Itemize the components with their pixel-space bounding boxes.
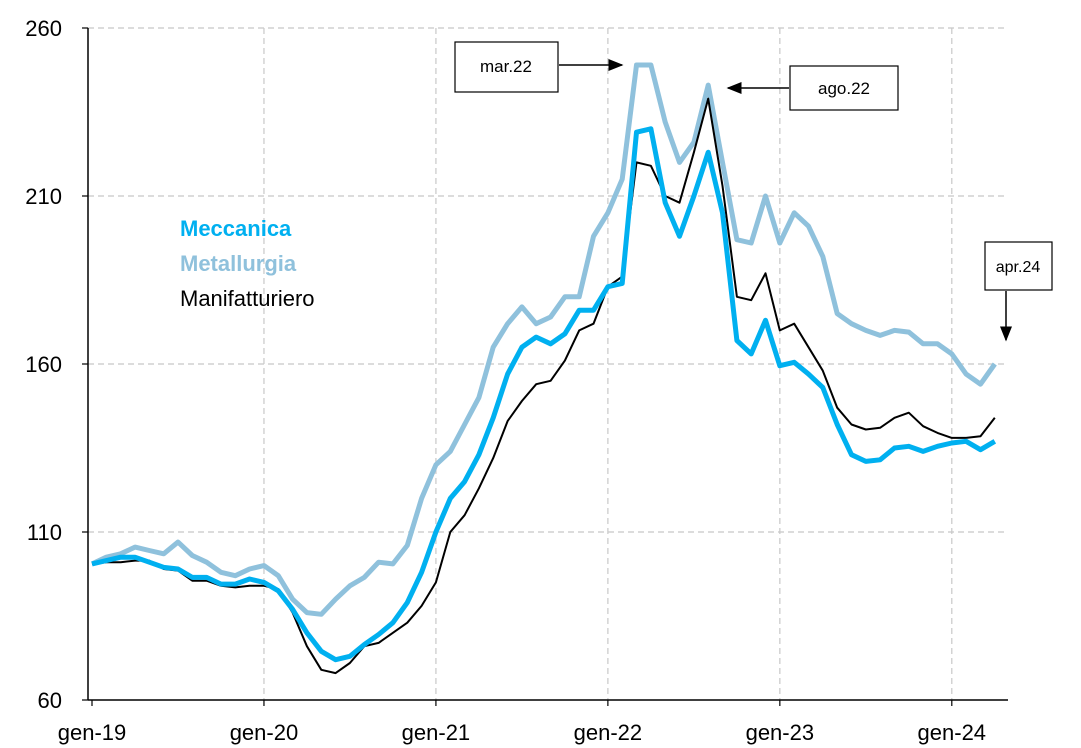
x-tick-label: gen-19 bbox=[58, 720, 127, 745]
y-tick-label: 110 bbox=[27, 520, 62, 545]
y-tick-label: 60 bbox=[38, 688, 62, 713]
annotation-box bbox=[789, 65, 899, 111]
x-tick-label: gen-22 bbox=[574, 720, 643, 745]
x-tick-label: gen-20 bbox=[230, 720, 299, 745]
annotation-box bbox=[984, 241, 1053, 291]
y-tick-label: 260 bbox=[25, 16, 62, 41]
annotation-mar22: mar.22 bbox=[454, 41, 624, 93]
series-line bbox=[90, 62, 997, 617]
x-tick-label: gen-24 bbox=[918, 720, 987, 745]
series-line bbox=[91, 126, 997, 663]
y-tick-label: 160 bbox=[25, 352, 62, 377]
legend-entry: Meccanica bbox=[180, 216, 292, 241]
x-tick-label: gen-21 bbox=[402, 720, 471, 745]
annotation-text: ago.22 bbox=[818, 79, 870, 98]
annotation-text: mar.22 bbox=[480, 57, 532, 76]
y-tick-label: 210 bbox=[25, 184, 62, 209]
legend-entry: Metallurgia bbox=[180, 251, 297, 276]
annotation-text: apr.24 bbox=[996, 259, 1041, 276]
legend-entry: Manifatturiero bbox=[180, 286, 315, 311]
annotation-apr24: apr.24 bbox=[984, 241, 1053, 342]
series-line bbox=[91, 97, 996, 675]
x-tick-label: gen-23 bbox=[746, 720, 815, 745]
plot: 60 110 160 210 260 gen-19 gen-20 gen-21 gen-22 ge… bbox=[25, 16, 1008, 745]
annotation-ago22: ago.22 bbox=[726, 65, 899, 111]
annotation-box bbox=[454, 41, 559, 93]
